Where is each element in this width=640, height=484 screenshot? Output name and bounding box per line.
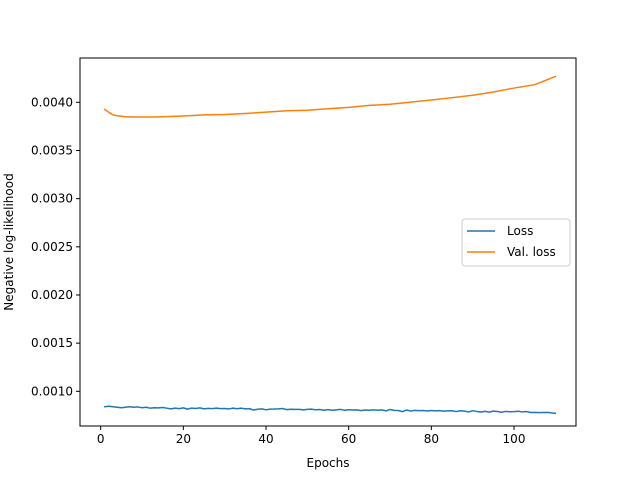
- legend-label: Loss: [507, 224, 533, 238]
- y-tick-label: 0.0015: [31, 336, 73, 350]
- y-tick-label: 0.0020: [31, 288, 73, 302]
- y-tick-label: 0.0035: [31, 143, 73, 157]
- legend: Loss Val. loss: [461, 218, 571, 267]
- plot-frame: [79, 57, 577, 427]
- y-tick-label: 0.0040: [31, 95, 73, 109]
- x-axis-label: Epochs: [307, 456, 350, 470]
- x-axis: 0 20 40 60 80 100: [97, 426, 526, 446]
- y-tick-label: 0.0025: [31, 240, 73, 254]
- x-tick-label: 20: [176, 432, 191, 446]
- x-tick-label: 60: [341, 432, 356, 446]
- x-tick-label: 80: [424, 432, 439, 446]
- legend-label: Val. loss: [507, 245, 556, 259]
- y-tick-label: 0.0010: [31, 384, 73, 398]
- y-axis-label: Negative log-likelihood: [2, 173, 16, 310]
- x-tick-label: 40: [258, 432, 273, 446]
- x-tick-label: 0: [97, 432, 105, 446]
- series-line-val-loss: [103, 75, 557, 118]
- y-axis: 0.0010 0.0015 0.0020 0.0025 0.0030 0.0035 0.00…: [31, 95, 80, 398]
- series-line-loss: [103, 405, 557, 415]
- x-tick-label: 100: [503, 432, 526, 446]
- y-tick-label: 0.0030: [31, 192, 73, 206]
- plot-lines: [103, 75, 557, 415]
